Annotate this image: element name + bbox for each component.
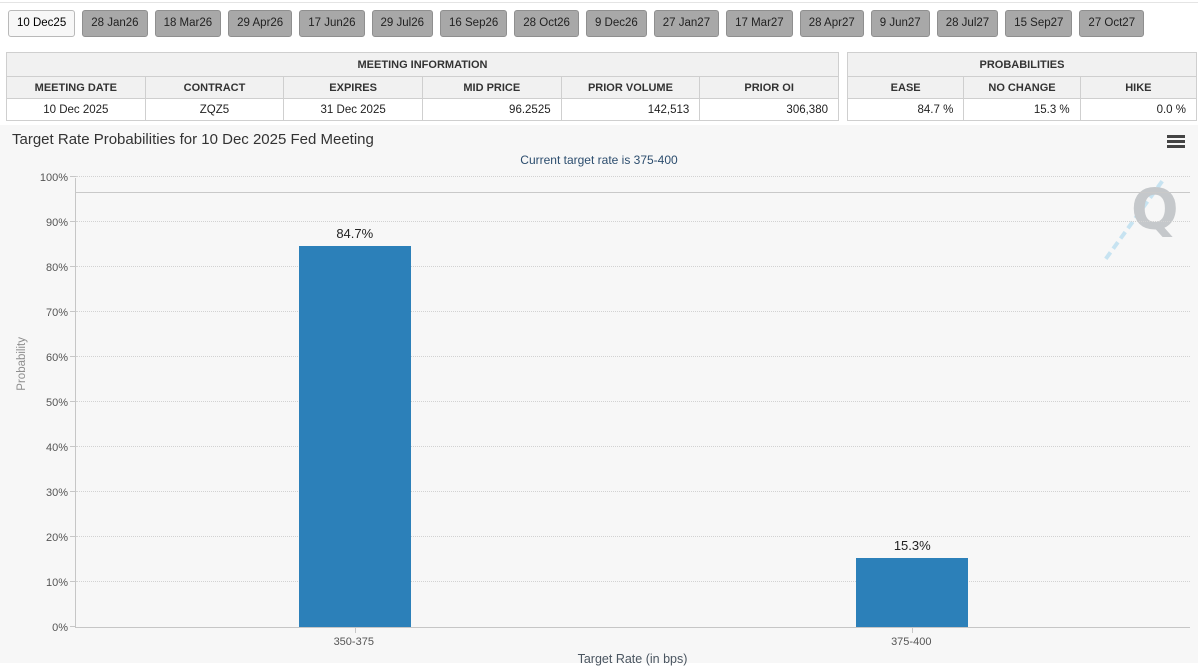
probabilities-value-row: 84.7 % 15.3 % 0.0 % [846, 98, 1198, 121]
plot-area: Q 84.7% 15.3% [70, 176, 1190, 633]
meeting-tab-27-jan27[interactable]: 27 Jan27 [653, 10, 720, 37]
meeting-tab-29-apr26[interactable]: 29 Apr26 [228, 10, 293, 37]
y-axis-tick-label: 100% [39, 172, 68, 184]
probabilities-table: PROBABILITIES EASE NO CHANGE HIKE 84.7 % 15… [846, 52, 1198, 121]
meeting-tab-18-mar26[interactable]: 18 Mar26 [154, 10, 222, 37]
meeting-info-column-header: PRIOR VOLUME [560, 76, 701, 99]
x-axis-tick [912, 627, 914, 633]
y-axis-tick-label: 30% [45, 487, 68, 499]
y-gridline [76, 491, 1190, 492]
probabilities-value: 15.3 % [963, 98, 1081, 121]
y-axis-tick [70, 491, 76, 492]
y-axis-tick [70, 446, 76, 447]
y-axis-tick-label: 90% [45, 217, 68, 229]
y-gridline [76, 446, 1190, 447]
bar-data-label: 84.7% [336, 225, 374, 241]
probabilities-value: 84.7 % [846, 98, 965, 121]
probabilities-value: 0.0 % [1079, 98, 1198, 121]
y-axis-tick-label: 20% [45, 532, 68, 544]
bar-data-label: 15.3% [893, 538, 931, 554]
meeting-tab-28-jul27[interactable]: 28 Jul27 [936, 10, 999, 37]
meeting-tab-27-oct27[interactable]: 27 Oct27 [1079, 10, 1145, 37]
chart-title: Target Rate Probabilities for 10 Dec 202… [12, 131, 374, 148]
hamburger-bar [1167, 145, 1185, 148]
meeting-info-value: 10 Dec 2025 [6, 98, 146, 121]
meeting-info-column-header: MEETING DATE [6, 76, 146, 99]
x-axis-category-label: 375-400 [891, 636, 932, 648]
x-axis-category-label: 350-375 [333, 636, 374, 648]
y-axis-tick [70, 311, 76, 312]
meeting-information-title: MEETING INFORMATION [6, 52, 839, 77]
probabilities-header-row: EASE NO CHANGE HIKE [846, 76, 1198, 99]
page-top-divider [0, 2, 1198, 3]
meeting-information-value-row: 10 Dec 2025 ZQZ5 31 Dec 2025 96.2525 142,513… [6, 98, 839, 121]
y-gridline [76, 581, 1190, 582]
meeting-info-column-header: EXPIRES [283, 76, 423, 99]
meeting-tab-16-sep26[interactable]: 16 Sep26 [440, 10, 508, 37]
y-axis-tick-label: 70% [45, 307, 68, 319]
meeting-info-column-header: PRIOR OI [699, 76, 839, 99]
y-axis-tick [70, 401, 76, 402]
meeting-tab-15-sep27[interactable]: 15 Sep27 [1005, 10, 1073, 37]
hamburger-menu-icon[interactable] [1167, 135, 1185, 150]
meeting-tab-17-jun26[interactable]: 17 Jun26 [299, 10, 365, 37]
y-gridline [76, 176, 1190, 177]
y-axis-tick [70, 581, 76, 582]
meeting-tab-28-apr27[interactable]: 28 Apr27 [799, 10, 864, 37]
meeting-information-table: MEETING INFORMATION MEETING DATE CONTRACT… [6, 52, 839, 121]
y-gridline [76, 536, 1190, 537]
meeting-tab-17-mar27[interactable]: 17 Mar27 [726, 10, 793, 37]
x-axis-title: Target Rate (in bps) [577, 652, 688, 666]
y-axis-tick [70, 626, 76, 627]
probabilities-column-header: HIKE [1079, 76, 1198, 99]
meeting-tab-29-jul26[interactable]: 29 Jul26 [371, 10, 434, 37]
meeting-info-value: 31 Dec 2025 [283, 98, 423, 121]
hamburger-bar [1167, 140, 1185, 143]
meeting-info-value: 142,513 [560, 98, 701, 121]
meeting-tab-10-dec25[interactable]: 10 Dec25 [8, 10, 76, 37]
meeting-info-column-header: CONTRACT [144, 76, 285, 99]
probabilities-column-header: NO CHANGE [963, 76, 1081, 99]
y-axis-tick [70, 356, 76, 357]
y-axis-tick [70, 536, 76, 537]
y-axis-tick-label: 60% [45, 352, 68, 364]
meeting-info-value: 96.2525 [421, 98, 562, 121]
probability-bar [856, 558, 969, 627]
y-axis-tick-label: 10% [45, 577, 68, 589]
probability-bar [298, 245, 411, 627]
y-axis-tick [70, 266, 76, 267]
y-axis-tick [70, 176, 76, 177]
y-gridline [76, 356, 1190, 357]
x-axis-tick [354, 627, 356, 633]
meeting-tab-28-oct26[interactable]: 28 Oct26 [514, 10, 579, 37]
meeting-info-value: 306,380 [699, 98, 839, 121]
quikstrike-watermark-icon: Q [1131, 178, 1179, 243]
hamburger-bar [1167, 135, 1185, 138]
probabilities-title: PROBABILITIES [847, 52, 1197, 77]
y-gridline [76, 401, 1190, 402]
y-gridline [76, 266, 1190, 267]
meeting-information-header-row: MEETING DATE CONTRACT EXPIRES MID PRICE PRIO… [6, 76, 839, 99]
meeting-tab-9-jun27[interactable]: 9 Jun27 [870, 10, 930, 37]
y-gridline [76, 221, 1190, 222]
y-axis-tick-label: 0% [52, 622, 68, 634]
y-axis-tick [70, 221, 76, 222]
meeting-date-tab-bar: 10 Dec25 28 Jan26 18 Mar26 29 Apr26 17 Jun26… [8, 10, 1145, 37]
meeting-tab-28-jan26[interactable]: 28 Jan26 [82, 10, 148, 37]
reference-line [76, 192, 1190, 194]
probabilities-column-header: EASE [846, 76, 965, 99]
y-axis-tick-label: 80% [45, 262, 68, 274]
meeting-info-value: ZQZ5 [144, 98, 285, 121]
y-gridline [76, 311, 1190, 312]
meeting-info-column-header: MID PRICE [421, 76, 562, 99]
meeting-tab-9-dec26[interactable]: 9 Dec26 [585, 10, 647, 37]
chart-subtitle: Current target rate is 375-400 [520, 153, 678, 167]
y-axis-tick-label: 40% [45, 442, 68, 454]
y-axis-tick-label: 50% [45, 397, 68, 409]
target-rate-chart: Target Rate Probabilities for 10 Dec 202… [0, 125, 1198, 666]
